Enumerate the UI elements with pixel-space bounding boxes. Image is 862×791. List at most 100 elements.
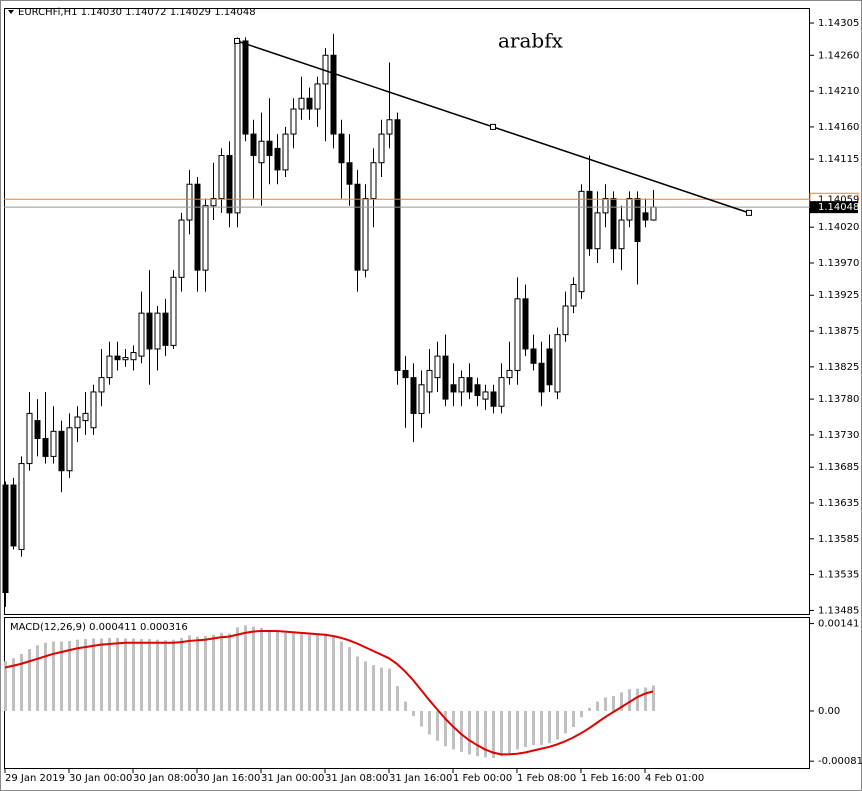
candle-body: [498, 377, 505, 407]
candle-body: [306, 97, 313, 110]
macd-bar: [484, 710, 487, 758]
macd-bar: [236, 627, 239, 711]
macd-bar: [372, 665, 375, 711]
candle-body: [146, 312, 153, 350]
y-tick-label: 1.13780: [818, 394, 859, 405]
candle-body: [562, 305, 569, 336]
macd-bar: [580, 710, 583, 718]
candle-body: [122, 357, 129, 361]
macd-bar: [340, 641, 343, 711]
macd-bar: [140, 639, 143, 711]
macd-bar: [380, 667, 383, 711]
annotation: arabfx: [498, 29, 564, 53]
macd-bar: [28, 648, 31, 711]
menu-arrow: [8, 10, 14, 14]
y-tick-label: 1.13585: [818, 534, 859, 545]
y-tick-label: 1.13635: [818, 498, 859, 509]
macd-bar: [508, 710, 511, 755]
chart-title: EURCHFi,H1 1.14030 1.14072 1.14029 1.140…: [18, 7, 256, 18]
candle-body: [234, 40, 241, 214]
candle-body: [618, 219, 625, 250]
candle-body: [202, 205, 209, 271]
x-tick-label: 1 Feb 08:00: [517, 773, 576, 784]
candle-body: [546, 348, 553, 386]
macd-bar: [180, 637, 183, 711]
candle-body: [386, 119, 393, 135]
candle-body: [570, 283, 577, 307]
candle-body: [394, 119, 401, 371]
bid-label: 1.14048: [818, 202, 859, 213]
macd-bar: [148, 639, 151, 711]
macd-bar: [548, 710, 551, 744]
macd-bar: [532, 710, 535, 746]
candle-body: [10, 484, 17, 547]
candle-body: [482, 391, 489, 400]
ask-label: 1.14059: [818, 194, 859, 205]
x-tick-label: 30 Jan 16:00: [197, 773, 260, 784]
macd-bar: [100, 638, 103, 711]
candle-body: [594, 212, 601, 250]
candle-body: [178, 219, 185, 278]
macd-bar: [628, 689, 631, 711]
y-tick-label: 1.13685: [818, 462, 859, 473]
macd-bar: [388, 668, 391, 711]
macd-bar: [348, 647, 351, 711]
candle-body: [538, 362, 545, 393]
candle-body: [250, 133, 257, 157]
candle-body: [418, 384, 425, 414]
main-panel: [4, 8, 810, 615]
candle-body: [610, 198, 617, 250]
candle-body: [642, 212, 649, 221]
candle-body: [298, 97, 305, 110]
macd-bar: [204, 635, 207, 711]
macd-bar: [412, 710, 415, 716]
candle-body: [442, 355, 449, 400]
macd-bar: [228, 633, 231, 711]
macd-bar: [620, 692, 623, 711]
candle-body: [114, 355, 121, 361]
candle-body: [474, 384, 481, 397]
candle-body: [154, 312, 161, 350]
candle-body: [370, 162, 377, 200]
macd-bar: [252, 626, 255, 711]
x-tick-label: 31 Jan 08:00: [325, 773, 388, 784]
candle-body: [42, 438, 49, 457]
macd-title: MACD(12,26,9) 0.000411 0.000316: [10, 622, 188, 633]
y-tick-label: 1.14020: [818, 222, 859, 233]
macd-bar: [460, 710, 463, 752]
macd-bar: [60, 641, 63, 711]
candle-body: [602, 198, 609, 214]
candle-body: [274, 147, 281, 171]
macd-bar: [308, 634, 311, 711]
macd-bar: [468, 710, 471, 755]
macd-bar: [220, 632, 223, 711]
macd-bar: [604, 697, 607, 711]
candle-body: [378, 133, 385, 164]
y-tick-label: 1.13485: [818, 605, 859, 616]
candle-body: [626, 198, 633, 221]
x-tick-label: 29 Jan 2019: [5, 773, 65, 784]
y-tick-label: 1.13535: [818, 570, 859, 581]
candle-body: [218, 155, 225, 200]
candle-body: [410, 377, 417, 414]
y-tick-label: 1.14305: [818, 18, 859, 29]
candle-body: [82, 412, 89, 422]
candle-body: [266, 140, 273, 157]
candle-body: [354, 183, 361, 271]
macd-bar: [492, 710, 495, 759]
macd-bar: [404, 701, 407, 711]
macd-bar: [300, 634, 303, 711]
candle-body: [242, 40, 249, 135]
candle-body: [282, 133, 289, 171]
candle-body: [346, 162, 353, 185]
candle-body: [162, 312, 169, 346]
macd-bar: [428, 710, 431, 735]
macd-bar: [652, 685, 655, 711]
candle-body: [522, 298, 529, 350]
y-tick-label: 1.14115: [818, 154, 859, 165]
macd-bar: [124, 638, 127, 711]
candle-body: [338, 133, 345, 164]
macd-bar: [332, 636, 335, 711]
candle-body: [426, 369, 433, 393]
